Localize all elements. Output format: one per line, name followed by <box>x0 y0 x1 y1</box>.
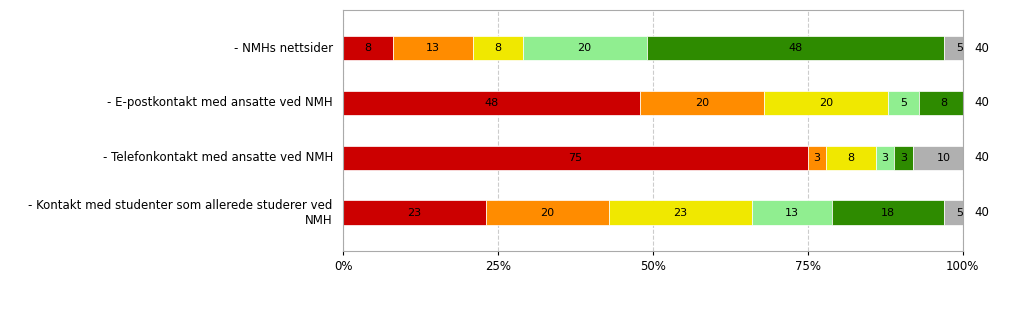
Bar <box>764 90 888 115</box>
Bar <box>944 200 975 225</box>
Text: - Kontakt med studenter som allerede studerer ved
NMH: - Kontakt med studenter som allerede stu… <box>29 199 333 227</box>
Bar <box>343 90 640 115</box>
Bar <box>833 200 944 225</box>
Bar <box>609 200 752 225</box>
Bar <box>343 146 808 170</box>
Text: 23: 23 <box>674 208 688 218</box>
Text: 5: 5 <box>956 208 963 218</box>
Bar <box>888 90 920 115</box>
Bar <box>944 36 975 61</box>
Text: 48: 48 <box>484 98 499 108</box>
Text: 20: 20 <box>695 98 710 108</box>
Text: 20: 20 <box>578 43 592 53</box>
Text: 23: 23 <box>408 208 421 218</box>
Text: 48: 48 <box>788 43 803 53</box>
Text: 3: 3 <box>813 153 820 163</box>
Text: 75: 75 <box>568 153 583 163</box>
Bar <box>522 36 646 61</box>
Bar <box>646 36 944 61</box>
Text: - Telefonkontakt med ansatte ved NMH: - Telefonkontakt med ansatte ved NMH <box>102 151 333 164</box>
Text: 5: 5 <box>900 98 907 108</box>
Text: 10: 10 <box>937 153 951 163</box>
Text: 40: 40 <box>975 151 990 164</box>
Text: 3: 3 <box>882 153 889 163</box>
Text: 20: 20 <box>541 208 555 218</box>
Bar <box>343 200 485 225</box>
Text: 8: 8 <box>495 43 502 53</box>
Bar <box>920 90 969 115</box>
Text: 40: 40 <box>975 97 990 109</box>
Text: 20: 20 <box>819 98 834 108</box>
Text: 18: 18 <box>882 208 895 218</box>
Text: 5: 5 <box>956 43 963 53</box>
Text: 13: 13 <box>785 208 799 218</box>
Bar <box>826 146 876 170</box>
Bar <box>894 146 913 170</box>
Text: 3: 3 <box>900 153 907 163</box>
Bar <box>473 36 522 61</box>
Bar <box>392 36 473 61</box>
Text: 40: 40 <box>975 42 990 55</box>
Text: 8: 8 <box>848 153 855 163</box>
Bar <box>752 200 833 225</box>
Text: 8: 8 <box>365 43 372 53</box>
Bar <box>913 146 975 170</box>
Text: 8: 8 <box>940 98 947 108</box>
Bar <box>343 36 392 61</box>
Text: - E-postkontakt med ansatte ved NMH: - E-postkontakt med ansatte ved NMH <box>108 97 333 109</box>
Text: - NMHs nettsider: - NMHs nettsider <box>233 42 333 55</box>
Bar <box>640 90 764 115</box>
Bar <box>808 146 826 170</box>
Text: 13: 13 <box>426 43 440 53</box>
Bar <box>876 146 894 170</box>
Bar <box>485 200 609 225</box>
Text: 40: 40 <box>975 206 990 219</box>
